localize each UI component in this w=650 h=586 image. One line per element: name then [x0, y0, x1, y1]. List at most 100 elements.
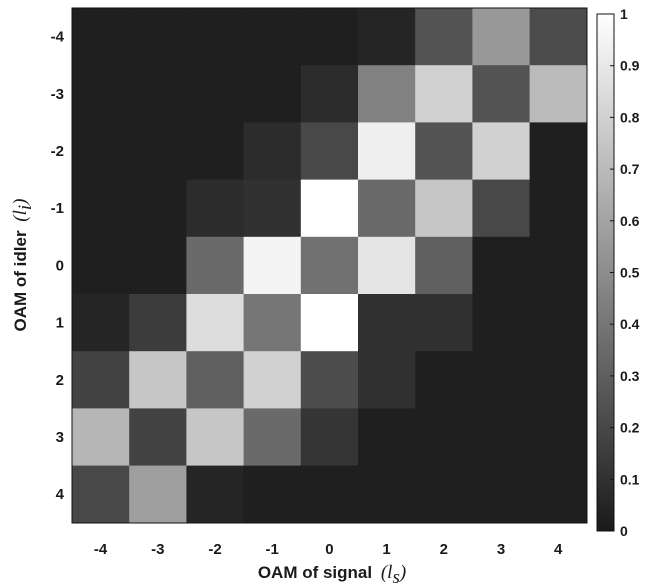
heatmap-cell	[358, 351, 416, 409]
heatmap-cell	[243, 179, 302, 238]
heatmap-cell	[472, 236, 531, 295]
heatmap-cell	[243, 351, 302, 409]
heatmap-cell	[358, 122, 416, 181]
x-tick-label: -3	[151, 541, 164, 558]
heatmap-cell	[300, 408, 359, 467]
heatmap-cell	[243, 294, 302, 352]
heatmap-cell	[415, 236, 473, 295]
heatmap-cell	[300, 179, 359, 238]
heatmap-cell	[529, 408, 588, 467]
y-tick-label: -1	[51, 200, 64, 217]
heatmap-cell	[72, 65, 130, 123]
heatmap-cell	[472, 122, 531, 181]
heatmap-cell	[415, 179, 473, 238]
heatmap-cell	[300, 465, 359, 524]
y-tick-label: 4	[56, 486, 65, 503]
x-tick-label: 4	[554, 541, 563, 558]
x-tick-labels: -4 -3 -2 -1 0 1 2 3 4	[94, 541, 563, 558]
x-tick-label: 2	[440, 541, 448, 558]
heatmap-cell	[186, 8, 245, 66]
heatmap-cell	[529, 8, 588, 66]
heatmap-cell	[472, 179, 531, 238]
heatmap-cell	[529, 236, 588, 295]
heatmap-cell	[472, 65, 531, 123]
heatmap-cell	[529, 294, 588, 352]
heatmap-cell	[415, 408, 473, 467]
colorbar-tick-label: 0.3	[620, 368, 640, 384]
heatmap-cell	[243, 465, 302, 524]
heatmap-cell	[415, 351, 473, 409]
heatmap-cell	[358, 179, 416, 238]
heatmap-cell	[300, 65, 359, 123]
colorbar-tick-label: 0.1	[620, 471, 640, 487]
heatmap-cell	[72, 236, 130, 295]
colorbar-tick-label: 0.5	[620, 265, 640, 281]
heatmap-cell	[358, 465, 416, 524]
y-tick-label: 3	[56, 429, 64, 446]
colorbar-tick-label: 0	[620, 523, 628, 539]
heatmap-cell	[472, 408, 531, 467]
x-tick-label: -2	[208, 541, 221, 558]
heatmap-cell	[129, 179, 187, 238]
heatmap-cell	[472, 8, 531, 66]
x-tick-label: 0	[325, 541, 333, 558]
heatmap-cell	[300, 294, 359, 352]
heatmap-cell	[72, 179, 130, 238]
y-tick-label: 1	[56, 315, 64, 332]
x-tick-label: -1	[266, 541, 279, 558]
heatmap-cell	[415, 122, 473, 181]
heatmap-cell	[72, 294, 130, 352]
colorbar-tick-label: 1	[620, 6, 628, 22]
heatmap-cell	[529, 122, 588, 181]
heatmap-cell	[358, 408, 416, 467]
heatmap-cell	[472, 465, 531, 524]
x-tick-label: 3	[497, 541, 505, 558]
heatmap-cell	[129, 408, 187, 467]
heatmap-cell	[129, 8, 187, 66]
heatmap-cell	[415, 294, 473, 352]
heatmap-cell	[243, 236, 302, 295]
y-tick-label: 0	[56, 257, 64, 274]
heatmap-cell	[186, 465, 245, 524]
heatmap-cell	[186, 179, 245, 238]
colorbar-tick-label: 0.6	[620, 213, 640, 229]
heatmap-cell	[300, 8, 359, 66]
y-tick-label: -2	[51, 143, 64, 160]
heatmap-cell	[358, 294, 416, 352]
heatmap-cell	[129, 122, 187, 181]
colorbar-tick-label: 0.2	[620, 420, 640, 436]
heatmap-cell	[243, 408, 302, 467]
heatmap-cell	[358, 8, 416, 66]
heatmap-cell	[415, 8, 473, 66]
heatmap-cell	[72, 122, 130, 181]
heatmap-cell	[472, 351, 531, 409]
heatmap-cell	[300, 122, 359, 181]
colorbar-tick-labels: 0 0.1 0.2 0.3 0.4 0.5 0.6 0.7 0.8 0.9 1	[610, 6, 640, 539]
y-axis-label: OAM of idler (li)	[10, 198, 36, 331]
heatmap-cell	[129, 351, 187, 409]
heatmap-cell	[529, 65, 588, 123]
heatmap-cell	[529, 351, 588, 409]
heatmap-cell	[415, 65, 473, 123]
heatmap-cell	[129, 465, 187, 524]
y-tick-label: -3	[51, 86, 64, 103]
y-tick-label: -4	[51, 29, 65, 46]
heatmap-cell	[186, 351, 245, 409]
colorbar-tick-label: 0.7	[620, 161, 640, 177]
heatmap-cell	[72, 8, 130, 66]
x-axis-label: OAM of signal (ls)	[258, 562, 406, 586]
heatmap-cell	[529, 179, 588, 238]
heatmap-cell	[300, 351, 359, 409]
heatmap-cell	[129, 236, 187, 295]
heatmap-cell	[186, 122, 245, 181]
heatmap-cell	[243, 8, 302, 66]
heatmap-cell	[72, 465, 130, 524]
heatmap-cell	[72, 408, 130, 467]
heatmap-cell	[72, 351, 130, 409]
colorbar-tick-label: 0.9	[620, 58, 640, 74]
heatmap-cell	[300, 236, 359, 295]
heatmap-cell	[358, 65, 416, 123]
heatmap-cell	[186, 236, 245, 295]
heatmap-cell	[129, 65, 187, 123]
